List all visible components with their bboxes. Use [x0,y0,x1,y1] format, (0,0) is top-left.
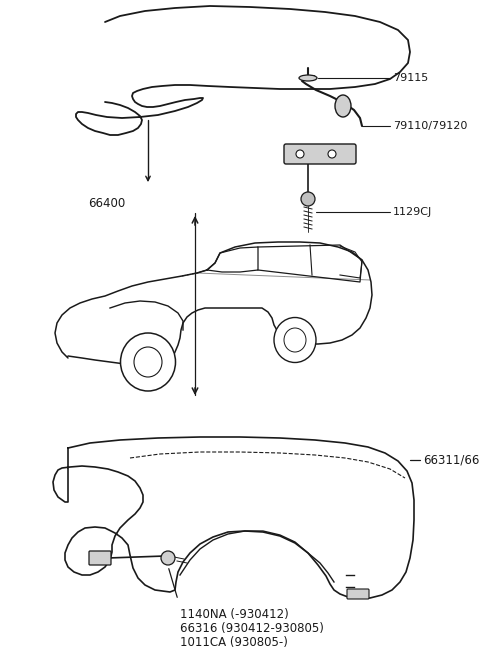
Text: 1011CA (930805-): 1011CA (930805-) [180,636,288,649]
Text: 1140NA (-930412): 1140NA (-930412) [180,608,289,621]
Ellipse shape [299,75,317,81]
FancyBboxPatch shape [284,144,356,164]
Text: 79115: 79115 [393,73,428,83]
Ellipse shape [274,317,316,363]
Text: 1129CJ: 1129CJ [393,207,432,217]
Circle shape [296,150,304,158]
Ellipse shape [284,328,306,352]
Text: 66316 (930412-930805): 66316 (930412-930805) [180,622,324,635]
Circle shape [161,551,175,565]
Ellipse shape [335,95,351,117]
Ellipse shape [120,333,176,391]
Text: 79110/79120: 79110/79120 [393,121,468,131]
FancyBboxPatch shape [89,551,111,565]
Ellipse shape [134,347,162,377]
Text: 66400: 66400 [88,197,125,210]
Circle shape [328,150,336,158]
Text: 66311/66321: 66311/66321 [423,453,480,466]
FancyBboxPatch shape [347,589,369,599]
Circle shape [301,192,315,206]
